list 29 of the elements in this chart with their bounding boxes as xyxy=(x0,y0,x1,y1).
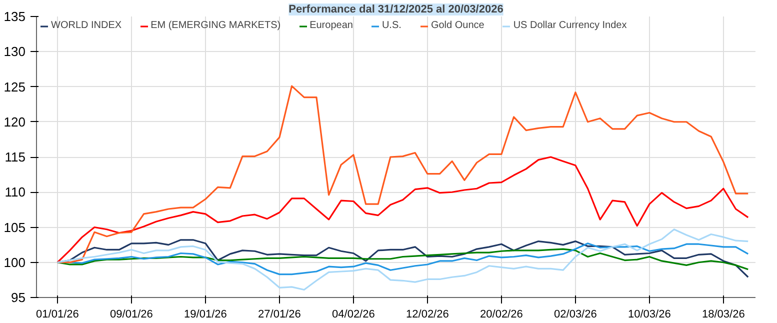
legend-label: U.S. xyxy=(382,20,402,31)
legend-label: Gold Ounce xyxy=(430,20,484,31)
x-tick-label: 18/03/26 xyxy=(702,308,745,320)
x-tick-label: 27/01/26 xyxy=(258,308,301,320)
x-tick-label: 20/02/26 xyxy=(480,308,523,320)
y-tick-label: 135 xyxy=(4,9,26,24)
legend-label: European xyxy=(310,20,353,31)
line-series xyxy=(56,248,749,270)
x-tick-label: 04/02/26 xyxy=(332,308,375,320)
legend-label: US Dollar Currency Index xyxy=(513,20,627,31)
legend-label: WORLD INDEX xyxy=(51,20,122,31)
y-tick-label: 125 xyxy=(4,79,26,94)
y-tick-label: 110 xyxy=(4,184,26,200)
y-tick-label: 130 xyxy=(4,44,26,60)
y-tick-label: 95 xyxy=(11,290,26,305)
y-tick-label: 100 xyxy=(4,254,26,270)
x-tick-label: 09/01/26 xyxy=(110,308,153,320)
x-tick-label: 10/03/26 xyxy=(628,308,671,320)
x-tick-label: 12/02/26 xyxy=(406,308,449,320)
x-tick-label: 19/01/26 xyxy=(184,308,227,320)
y-tick-label: 115 xyxy=(4,150,26,164)
chart-title: Performance dal 31/12/2025 al 20/03/2026 xyxy=(288,4,504,16)
line-series xyxy=(56,156,749,264)
line-series xyxy=(56,228,749,291)
y-tick-label: 120 xyxy=(4,114,26,130)
x-tick-label: 01/01/26 xyxy=(36,308,79,320)
x-tick-label: 02/03/26 xyxy=(554,308,597,320)
y-tick-label: 105 xyxy=(4,220,26,235)
legend-label: EM (EMERGING MARKETS) xyxy=(150,20,281,31)
